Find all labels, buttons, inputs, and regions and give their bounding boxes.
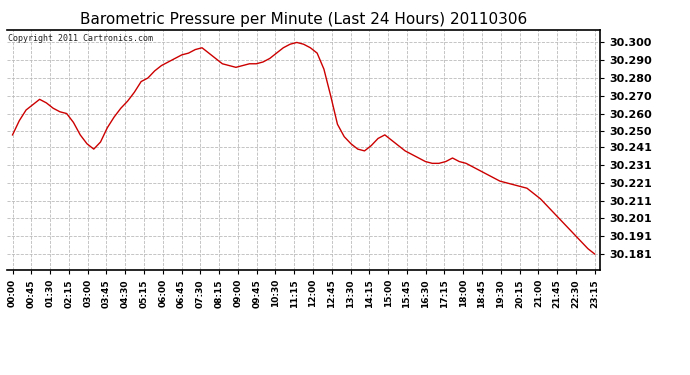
Title: Barometric Pressure per Minute (Last 24 Hours) 20110306: Barometric Pressure per Minute (Last 24 …	[80, 12, 527, 27]
Text: Copyright 2011 Cartronics.com: Copyright 2011 Cartronics.com	[8, 34, 153, 43]
